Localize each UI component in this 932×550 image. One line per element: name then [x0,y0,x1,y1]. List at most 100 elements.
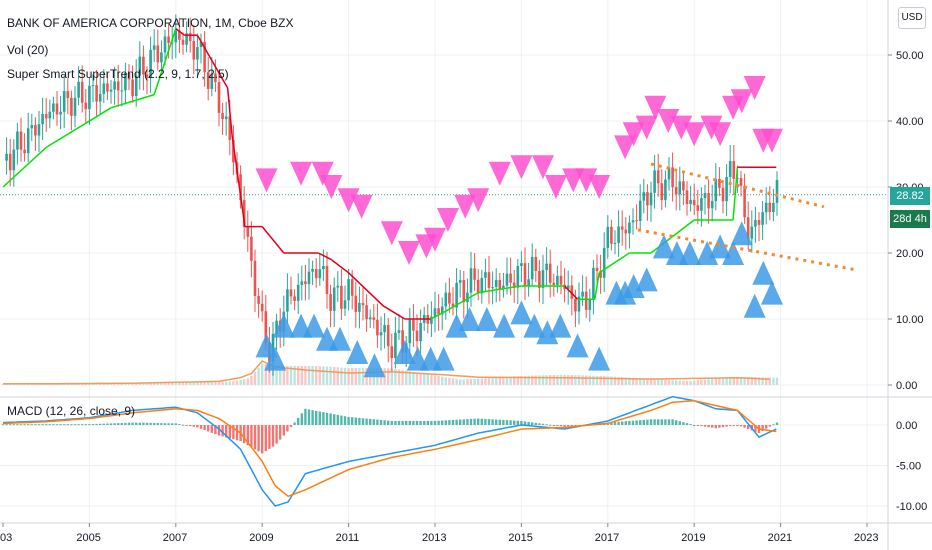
macd-histogram-bar [365,418,368,425]
macd-histogram-bar [210,425,213,433]
volume-bar [444,377,447,385]
volume-bar [581,375,584,385]
candle-body [66,91,70,98]
macd-histogram-bar [624,421,627,425]
candle-body [419,322,422,342]
candle-body [228,116,232,140]
macd-histogram-bar [127,422,131,425]
macd-histogram-bar [221,425,224,437]
macd-histogram-bar [217,425,221,436]
macd-histogram-bar [660,419,663,425]
sell-signal [635,115,658,140]
volume-bar [300,365,303,385]
volume-bar [207,382,210,385]
candle-body [667,167,671,180]
candle-body [682,181,685,191]
macd-histogram-bar [318,411,321,425]
candle-body [750,226,754,239]
volume-bar [462,379,465,385]
volume-bar [642,378,645,385]
volume-bar [477,378,480,385]
volume-bar [491,377,494,385]
macd-histogram-bar [304,408,307,425]
macd-histogram-bar [156,423,159,425]
candle-body [494,280,498,288]
volume-bar [408,371,411,385]
macd-histogram-bar [639,420,642,425]
volume-bar [253,372,257,385]
macd-histogram-bar [678,421,681,425]
macd-histogram-bar [516,420,519,425]
volume-bar [426,374,429,385]
volume-bar [653,379,656,385]
macd-histogram-bar [739,425,743,427]
candle-body [552,282,556,285]
resistance-line [650,162,825,209]
candle-body [653,170,656,193]
sell-signal [743,76,766,100]
volume-bar [739,376,743,385]
macd-histogram-bar [340,415,343,425]
macd-histogram-bar [423,420,426,425]
buy-signal [614,280,637,305]
volume-bar [419,373,422,385]
candle-body [707,193,710,209]
volume-bar [700,379,703,385]
volume-bar [433,375,437,385]
macd-histogram-bar [41,424,44,426]
candle-body [696,205,700,211]
volume-bar [707,379,710,385]
candle-body [721,187,725,202]
candle-body [134,75,138,97]
buy-signal [549,313,572,338]
candle-body [559,275,563,285]
macd-histogram-bar [369,418,372,425]
sell-signal [700,115,723,140]
macd-histogram-bar [149,422,152,425]
time-tick-label: 2013 [422,532,446,544]
candle-body [386,325,390,347]
macd-histogram-bar [725,425,728,427]
sell-signal [290,161,313,186]
volume-bar [585,375,588,385]
volume-bar [16,384,19,385]
candle-body [242,200,246,228]
sell-signal [320,175,343,199]
macd-histogram-bar [473,418,476,425]
macd-histogram-bar [37,424,41,426]
volume-bar [513,376,516,385]
currency-button[interactable]: USD [898,7,926,29]
candle-body [610,226,613,244]
volume-bar [235,380,239,385]
candle-body [523,263,527,287]
sell-signal [311,161,334,186]
supertrend-legend: Super Smart SuperTrend (2.2, 9, 1.7, 2.5… [7,67,229,81]
volume-bar [675,380,678,385]
volume-bar [228,381,231,385]
macd-histogram-bar [667,419,671,425]
macd-histogram-bar [498,419,501,425]
macd-histogram-bar [243,425,246,444]
volume-bar [156,381,159,385]
macd-histogram-bar [513,420,516,425]
candle-body [728,161,732,178]
candle-body [520,263,523,267]
volume-bar [667,379,671,385]
buy-signal [635,267,658,292]
macd-histogram-bar [268,425,271,449]
buy-signal [752,260,775,285]
volume-bar [657,379,660,385]
volume-bar [293,365,296,385]
buy-signal [458,307,481,331]
candle-body [120,90,124,92]
sell-signal [398,241,421,265]
volume-bar [397,369,401,385]
macd-histogram-bar [700,425,703,427]
volume-bar [541,375,545,385]
sell-signal [575,168,598,193]
buy-signal [445,313,468,338]
candle-body [502,285,505,290]
volume-bar [577,375,581,385]
candle-body [638,200,642,221]
